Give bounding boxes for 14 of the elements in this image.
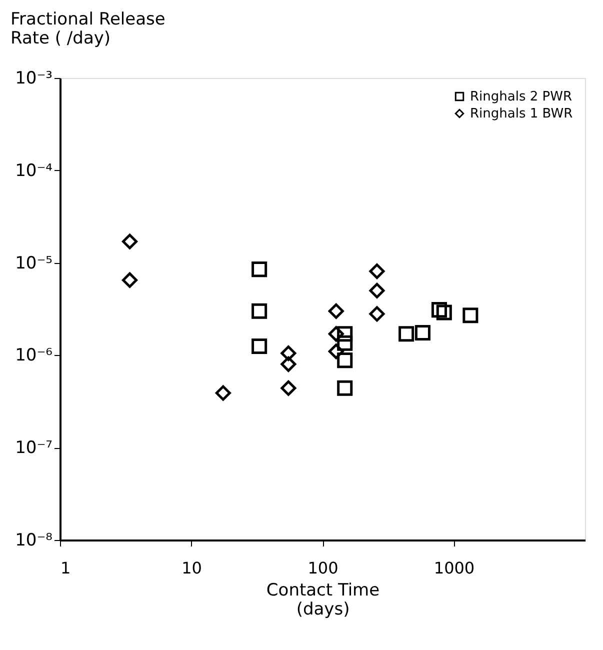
x-tick-label: 1	[60, 558, 71, 578]
y-tick-label: 10⁻⁶	[15, 346, 53, 366]
x-tick-label: 10	[182, 558, 202, 578]
legend-label: Ringhals 1 BWR	[470, 106, 573, 122]
y-tick-label: 10⁻⁷	[15, 438, 53, 458]
legend-label: Ringhals 2 PWR	[470, 90, 572, 104]
y-tick-label: 10⁻⁴	[15, 160, 53, 181]
x-axis-title: Contact Time (days)	[266, 580, 380, 620]
x-tick-label: 100	[308, 558, 338, 578]
x-tick-label: 1000	[434, 558, 475, 578]
y-tick-label: 10⁻⁸	[15, 530, 53, 550]
y-tick-label: 10⁻³	[15, 68, 52, 88]
y-tick-label: 10⁻⁵	[15, 253, 52, 274]
y-axis-title: Fractional Release Rate ( /day)	[10, 10, 166, 48]
